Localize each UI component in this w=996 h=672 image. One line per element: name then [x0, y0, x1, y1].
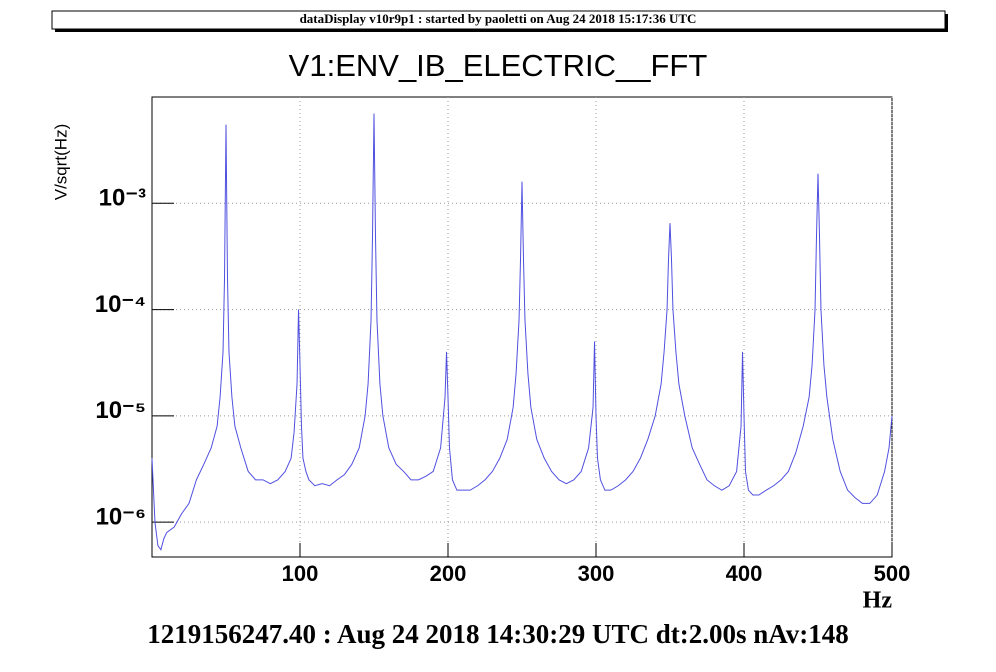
spectrum-line [151, 113, 893, 551]
y-tick-label: 10⁻⁵ [95, 397, 146, 424]
footer: 1219156247.40 : Aug 24 2018 14:30:29 UTC… [147, 619, 849, 649]
y-tick-label: 10⁻³ [99, 185, 146, 212]
x-tick-label: 400 [726, 561, 763, 586]
header: dataDisplay v10r9p1 : started by paolett… [300, 11, 697, 26]
x-tick-label: 500 [874, 561, 911, 586]
x-tick-label: 300 [578, 561, 615, 586]
x-axis-label: Hz [863, 588, 893, 614]
y-tick-label: 10⁻⁴ [95, 291, 146, 318]
header-box [51, 10, 946, 30]
x-tick-label: 200 [430, 561, 467, 586]
chart-title: V1:ENV_IB_ELECTRIC__FFT [289, 48, 708, 83]
y-tick-label: 10⁻⁶ [96, 503, 146, 530]
plot-frame [151, 96, 893, 558]
x-tick-label: 100 [282, 561, 319, 586]
y-axis-label: V/sqrt(Hz) [51, 124, 70, 201]
